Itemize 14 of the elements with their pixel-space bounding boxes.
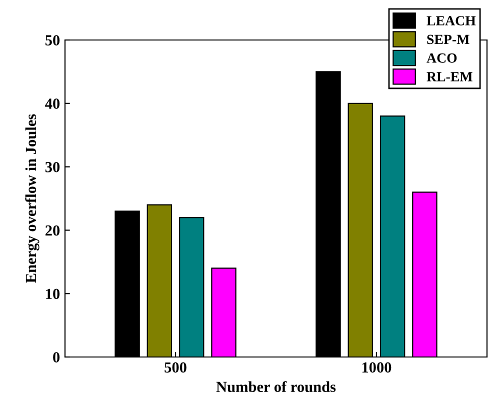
y-tick-label: 20 — [46, 225, 60, 236]
legend-label: SEP-M — [427, 34, 470, 44]
y-tick-label: 40 — [45, 98, 60, 109]
legend-label: ACO — [426, 53, 457, 63]
y-tick-label: 0 — [53, 352, 60, 362]
y-axis-title: Energy overflow in Joules — [25, 114, 40, 283]
y-tick-label: 30 — [45, 162, 60, 172]
x-axis-title: Number of rounds — [216, 381, 336, 392]
y-tick-label: 50 — [45, 35, 60, 46]
legend-label: LEACH — [426, 16, 476, 26]
x-tick-label: 1000 — [362, 362, 392, 373]
x-tick-label: 500 — [164, 362, 186, 373]
legend-label: RL-EM — [426, 72, 472, 82]
y-tick-label: 10 — [46, 288, 60, 300]
